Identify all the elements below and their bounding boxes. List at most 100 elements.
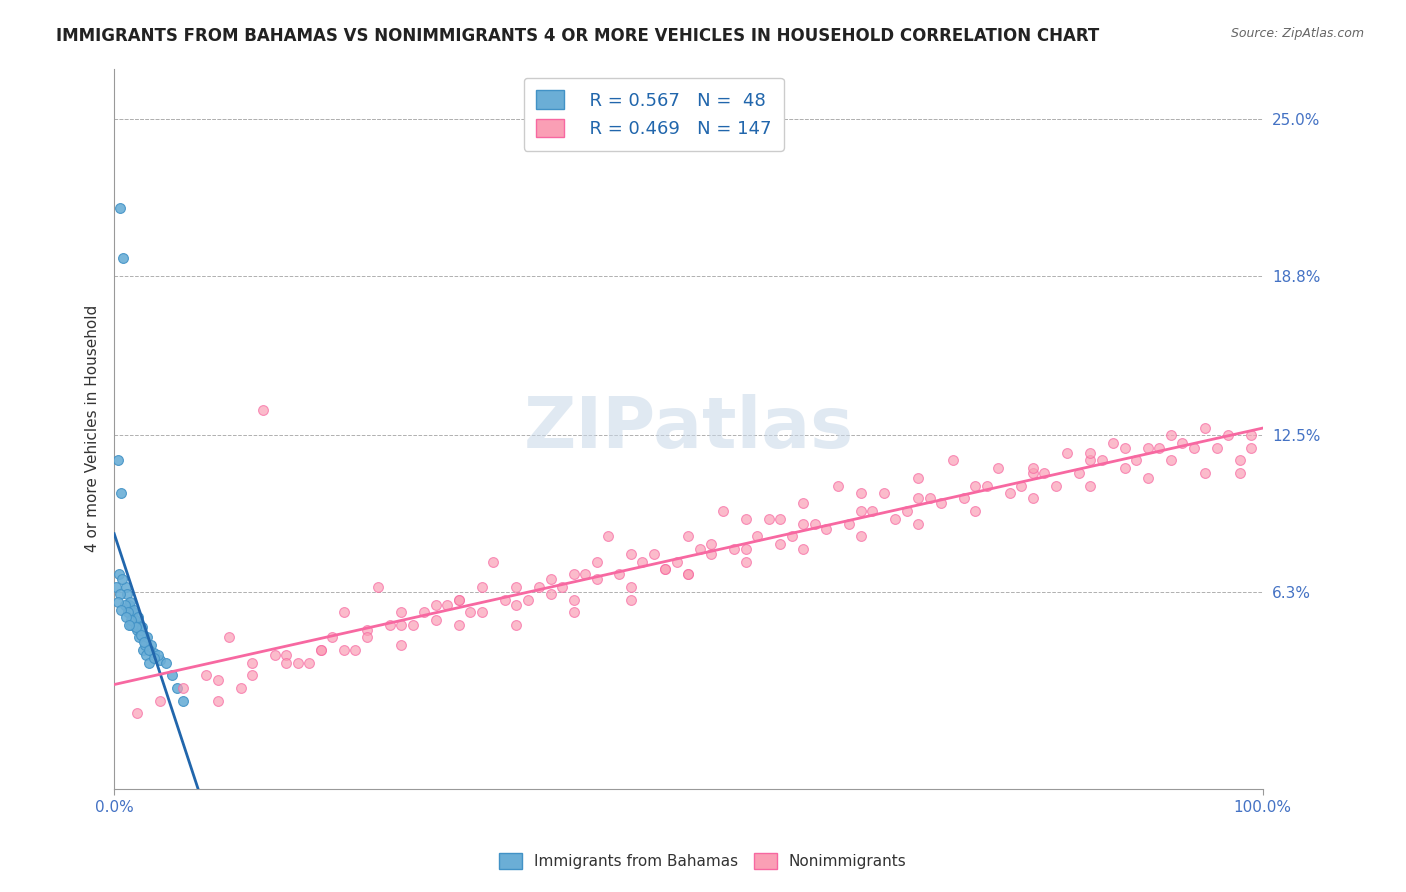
- Point: [276, 656, 298, 670]
- Point: [124, 613, 146, 627]
- Point: [505, 580, 527, 594]
- Point: [1091, 453, 1114, 467]
- Point: [827, 479, 849, 493]
- Point: [425, 598, 447, 612]
- Point: [665, 555, 688, 569]
- Point: [551, 580, 574, 594]
- Point: [114, 610, 136, 624]
- Point: [654, 562, 676, 576]
- Point: [1205, 441, 1227, 455]
- Point: [953, 491, 976, 506]
- Point: [987, 461, 1010, 475]
- Point: [1160, 428, 1182, 442]
- Point: [929, 496, 952, 510]
- Point: [356, 631, 378, 645]
- Point: [711, 504, 734, 518]
- Point: [620, 592, 643, 607]
- Point: [540, 587, 562, 601]
- Point: [108, 201, 131, 215]
- Point: [129, 628, 152, 642]
- Point: [918, 491, 941, 506]
- Point: [1022, 466, 1045, 480]
- Point: [389, 638, 412, 652]
- Point: [527, 580, 550, 594]
- Point: [1194, 466, 1216, 480]
- Point: [155, 656, 177, 670]
- Point: [127, 617, 149, 632]
- Point: [229, 681, 252, 695]
- Point: [125, 620, 148, 634]
- Point: [494, 592, 516, 607]
- Point: [118, 598, 141, 612]
- Point: [585, 572, 607, 586]
- Point: [1045, 479, 1067, 493]
- Point: [482, 555, 505, 569]
- Point: [134, 638, 156, 652]
- Point: [458, 605, 481, 619]
- Point: [689, 541, 711, 556]
- Point: [769, 537, 792, 551]
- Point: [1147, 441, 1170, 455]
- Point: [849, 504, 872, 518]
- Point: [678, 529, 700, 543]
- Point: [965, 479, 987, 493]
- Point: [1022, 491, 1045, 506]
- Point: [734, 541, 756, 556]
- Point: [907, 491, 929, 506]
- Point: [505, 617, 527, 632]
- Point: [643, 547, 665, 561]
- Point: [344, 643, 367, 657]
- Point: [132, 643, 155, 657]
- Point: [436, 598, 458, 612]
- Point: [107, 453, 129, 467]
- Point: [792, 516, 814, 531]
- Point: [1136, 441, 1159, 455]
- Point: [769, 511, 792, 525]
- Point: [143, 650, 166, 665]
- Point: [149, 693, 172, 707]
- Point: [172, 681, 194, 695]
- Point: [734, 555, 756, 569]
- Point: [965, 504, 987, 518]
- Point: [195, 668, 218, 682]
- Point: [758, 511, 780, 525]
- Point: [620, 580, 643, 594]
- Point: [108, 587, 131, 601]
- Point: [849, 486, 872, 500]
- Point: [114, 598, 136, 612]
- Point: [596, 529, 619, 543]
- Point: [166, 681, 188, 695]
- Point: [143, 646, 166, 660]
- Point: [1171, 435, 1194, 450]
- Point: [678, 567, 700, 582]
- Point: [860, 504, 883, 518]
- Point: [135, 648, 157, 662]
- Point: [107, 567, 129, 582]
- Point: [240, 668, 263, 682]
- Point: [941, 453, 963, 467]
- Point: [1033, 466, 1056, 480]
- Point: [747, 529, 769, 543]
- Point: [1078, 446, 1101, 460]
- Point: [127, 610, 149, 624]
- Point: [425, 613, 447, 627]
- Point: [367, 580, 389, 594]
- Point: [1114, 441, 1136, 455]
- Point: [678, 567, 700, 582]
- Point: [1240, 428, 1263, 442]
- Point: [1022, 461, 1045, 475]
- Point: [1056, 446, 1078, 460]
- Point: [110, 602, 132, 616]
- Point: [1136, 471, 1159, 485]
- Point: [1125, 453, 1147, 467]
- Point: [505, 598, 527, 612]
- Point: [139, 638, 162, 652]
- Point: [207, 693, 229, 707]
- Point: [907, 516, 929, 531]
- Point: [1218, 428, 1240, 442]
- Point: [309, 643, 332, 657]
- Point: [356, 623, 378, 637]
- Legend: Immigrants from Bahamas, Nonimmigrants: Immigrants from Bahamas, Nonimmigrants: [494, 847, 912, 875]
- Point: [849, 529, 872, 543]
- Point: [118, 617, 141, 632]
